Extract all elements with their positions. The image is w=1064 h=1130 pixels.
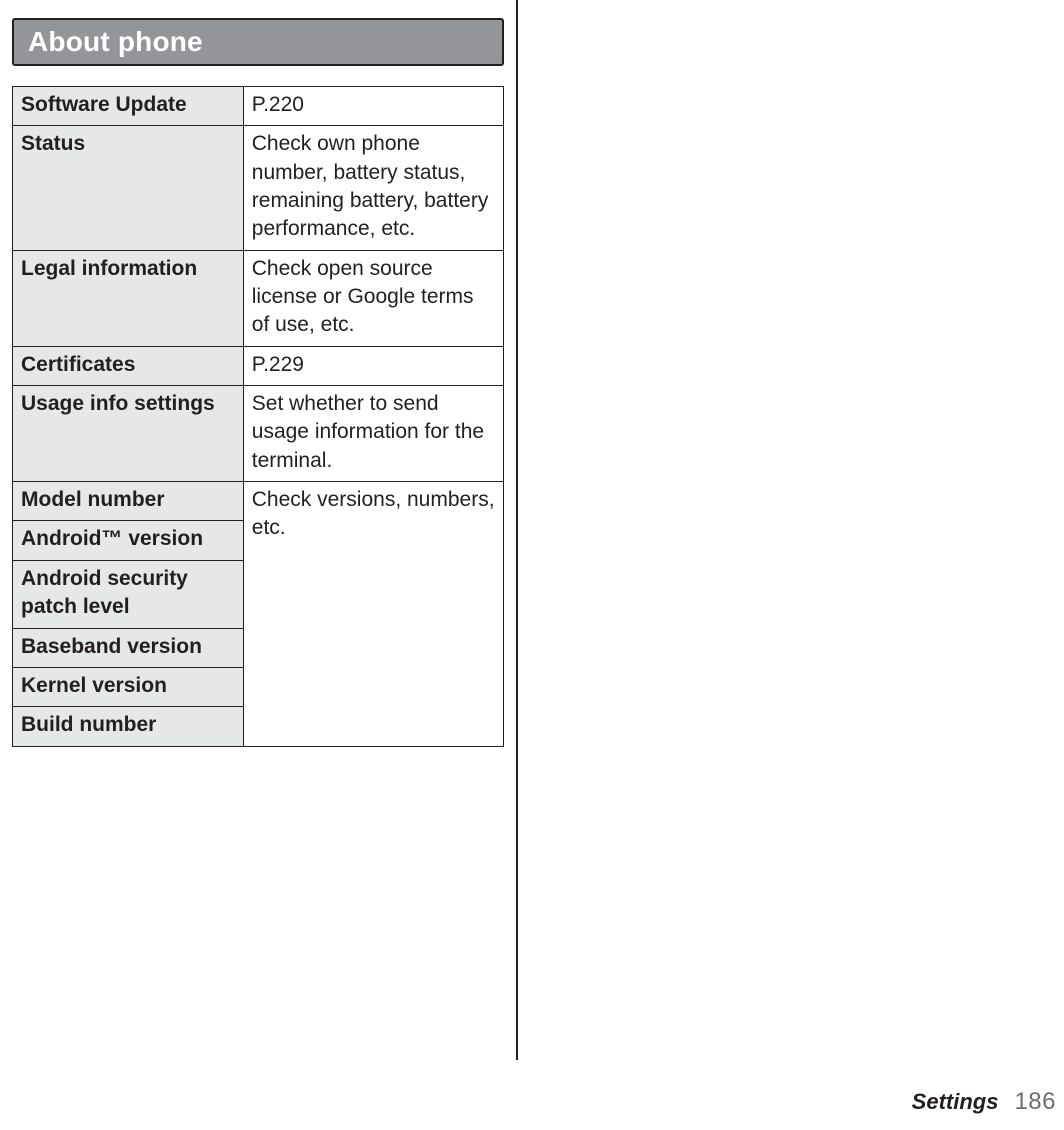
row-label: Certificates [13, 346, 244, 385]
two-column-layout: About phone Software Update P.220 Status… [0, 0, 1064, 1060]
row-value: Check own phone number, battery status, … [243, 126, 503, 250]
table-row: Certificates P.229 [13, 346, 504, 385]
row-label: Android security patch level [13, 560, 244, 628]
row-value: Set whether to send usage information fo… [243, 386, 503, 482]
right-column [518, 0, 1036, 1060]
table-row: Software Update P.220 [13, 87, 504, 126]
section-title: About phone [28, 26, 203, 57]
row-label: Build number [13, 707, 244, 746]
row-label: Model number [13, 482, 244, 521]
row-value: P.220 [243, 87, 503, 126]
table-row: Legal information Check open source lice… [13, 250, 504, 346]
row-label: Usage info settings [13, 386, 244, 482]
about-phone-table: Software Update P.220 Status Check own p… [12, 86, 504, 747]
section-header: About phone [12, 18, 504, 66]
left-column: About phone Software Update P.220 Status… [0, 0, 518, 1060]
footer-section-name: Settings [912, 1089, 999, 1115]
table-row: Model number Check versions, numbers, et… [13, 482, 504, 521]
row-label: Android™ version [13, 521, 244, 560]
row-label: Status [13, 126, 244, 250]
document-page: About phone Software Update P.220 Status… [0, 0, 1064, 1130]
row-label: Software Update [13, 87, 244, 126]
row-value: P.229 [243, 346, 503, 385]
row-label: Kernel version [13, 667, 244, 706]
page-footer: Settings 186 [912, 1088, 1064, 1116]
row-value-merged: Check versions, numbers, etc. [243, 482, 503, 746]
row-label: Baseband version [13, 628, 244, 667]
row-value: Check open source license or Google term… [243, 250, 503, 346]
footer-page-number: 186 [1014, 1088, 1056, 1116]
row-label: Legal information [13, 250, 244, 346]
table-row: Status Check own phone number, battery s… [13, 126, 504, 250]
table-row: Usage info settings Set whether to send … [13, 386, 504, 482]
